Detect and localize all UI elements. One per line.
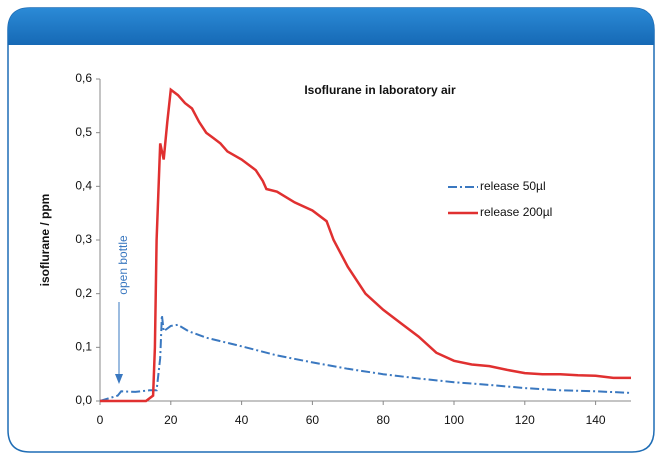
y-tick-label: 0,1 [75,340,92,354]
x-tick-label: 60 [306,413,320,427]
annotation: open bottle [116,235,130,295]
chart-title: Isoflurane in laboratory air [304,83,456,97]
x-tick-label: 120 [515,413,535,427]
x-tick-label: 20 [164,413,178,427]
y-tick-label: 0,6 [75,71,92,85]
annotation-arrowhead [115,374,123,384]
y-tick-label: 0,2 [75,286,92,300]
x-tick-label: 140 [586,413,606,427]
y-axis-label: isoflurane / ppm [38,194,52,287]
legend-label: release 200µl [480,205,552,219]
x-tick-label: 100 [444,413,464,427]
y-tick-label: 0,0 [75,393,92,407]
y-tick-label: 0,3 [75,232,92,246]
x-tick-label: 80 [377,413,391,427]
series-line [99,314,632,402]
series-line [100,87,631,403]
header-band [8,8,654,45]
x-tick-label: 40 [235,413,249,427]
y-tick-label: 0,4 [75,179,92,193]
x-tick-label: 0 [97,413,104,427]
y-tick-label: 0,5 [75,125,92,139]
legend-label: release 50µl [480,179,546,193]
